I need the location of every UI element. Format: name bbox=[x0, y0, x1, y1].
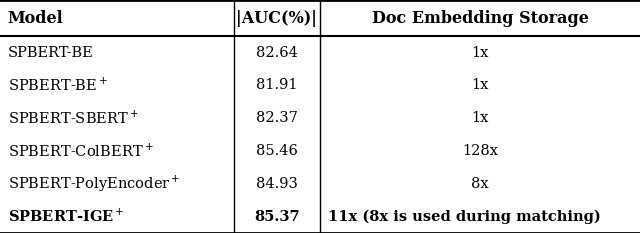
Text: SPBERT-SBERT$^+$: SPBERT-SBERT$^+$ bbox=[8, 110, 139, 127]
Text: 8x: 8x bbox=[471, 177, 489, 191]
Text: 84.93: 84.93 bbox=[256, 177, 298, 191]
Text: 85.37: 85.37 bbox=[254, 210, 300, 224]
Text: SPBERT-PolyEncoder$^+$: SPBERT-PolyEncoder$^+$ bbox=[8, 174, 180, 194]
Text: Model: Model bbox=[8, 10, 63, 27]
Text: |AUC(%)|: |AUC(%)| bbox=[236, 10, 317, 27]
Text: SPBERT-IGE$^+$: SPBERT-IGE$^+$ bbox=[8, 208, 124, 225]
Text: 81.91: 81.91 bbox=[256, 78, 298, 92]
Text: 1x: 1x bbox=[471, 78, 489, 92]
Text: SPBERT-ColBERT$^+$: SPBERT-ColBERT$^+$ bbox=[8, 142, 153, 160]
Text: 1x: 1x bbox=[471, 111, 489, 125]
Text: SPBERT-BE$^+$: SPBERT-BE$^+$ bbox=[8, 77, 108, 94]
Text: 128x: 128x bbox=[462, 144, 498, 158]
Text: SPBERT-BE: SPBERT-BE bbox=[8, 45, 93, 59]
Text: 82.64: 82.64 bbox=[256, 45, 298, 59]
Text: 82.37: 82.37 bbox=[256, 111, 298, 125]
Text: 85.46: 85.46 bbox=[256, 144, 298, 158]
Text: 11x (8x is used during matching): 11x (8x is used during matching) bbox=[328, 209, 600, 224]
Text: Doc Embedding Storage: Doc Embedding Storage bbox=[372, 10, 588, 27]
Text: 1x: 1x bbox=[471, 45, 489, 59]
